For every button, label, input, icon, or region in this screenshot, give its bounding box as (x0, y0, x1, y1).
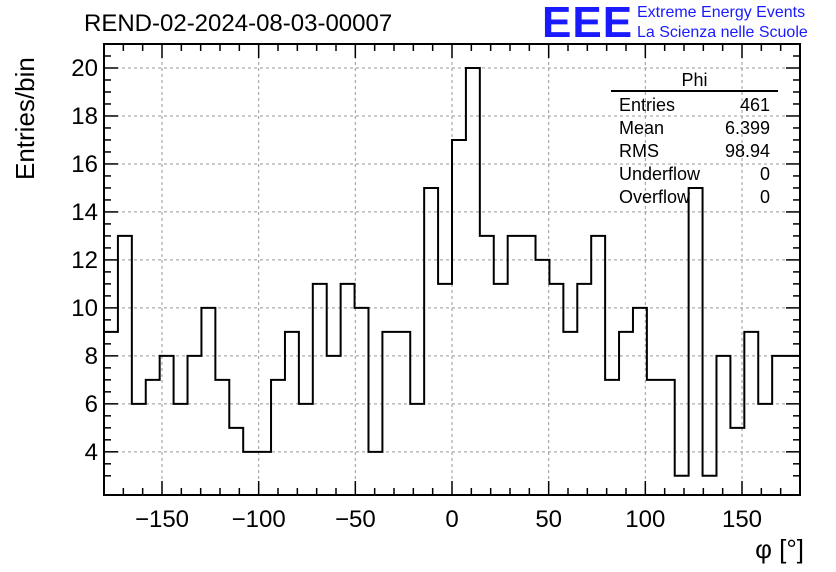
y-tick-label: 8 (85, 343, 98, 370)
y-tick-label: 18 (71, 103, 98, 130)
axes: −150 −100 −50 0 50 100 150 4 6 8 10 12 14 16 18 20 (71, 43, 801, 533)
stats-row-overflow: Overflow 0 (611, 186, 778, 209)
x-tick-label: 150 (722, 506, 762, 533)
stats-box: Phi Entries 461 Mean 6.399 RMS 98.94 Underf… (611, 70, 778, 209)
stats-row-rms: RMS 98.94 (611, 140, 778, 163)
stats-value: 0 (759, 164, 770, 184)
stats-value: 6.399 (724, 118, 770, 138)
logo-line-1: Extreme Energy Events (637, 4, 806, 21)
x-tick-label: 0 (445, 506, 458, 533)
eee-logo-mark: EEE (542, 0, 634, 47)
y-tick-label: 6 (85, 391, 98, 418)
stats-label: Underflow (619, 164, 701, 184)
stats-label: Overflow (619, 187, 691, 207)
y-axis-label: Entries/bin (6, 57, 40, 210)
y-tick-label: 16 (71, 151, 98, 178)
y-tick-label: 14 (71, 199, 98, 226)
y-tick-label: 12 (71, 247, 98, 274)
stats-row-underflow: Underflow 0 (611, 163, 778, 186)
stats-value: 0 (759, 187, 770, 207)
stats-divider (611, 90, 778, 92)
x-axis-label: φ [°] (755, 534, 804, 564)
x-tick-label: −100 (232, 506, 286, 533)
stats-label: Mean (619, 118, 665, 138)
x-tick-label: 50 (535, 506, 562, 533)
y-tick-label: 10 (71, 295, 98, 322)
x-tick-label: −50 (335, 506, 376, 533)
stats-value: 461 (739, 95, 770, 115)
histogram-line (104, 66, 800, 477)
histogram-outline (104, 66, 800, 477)
y-tick-label: 4 (85, 439, 98, 466)
y-axis-label-text: Entries/bin (10, 57, 40, 180)
stats-row-entries: Entries 461 (611, 94, 778, 117)
x-tick-label: 100 (625, 506, 665, 533)
plot-title: REND-02-2024-08-03-00007 (84, 10, 393, 37)
y-tick-label: 20 (71, 55, 98, 82)
logo-line-2: La Scienza nelle Scuole (637, 24, 808, 41)
stats-name: Phi (681, 70, 708, 90)
stats-row-mean: Mean 6.399 (611, 117, 778, 140)
stats-value: 98.94 (724, 141, 770, 161)
stats-label: RMS (619, 141, 659, 161)
stats-label: Entries (619, 95, 676, 115)
x-tick-label: −150 (135, 506, 189, 533)
